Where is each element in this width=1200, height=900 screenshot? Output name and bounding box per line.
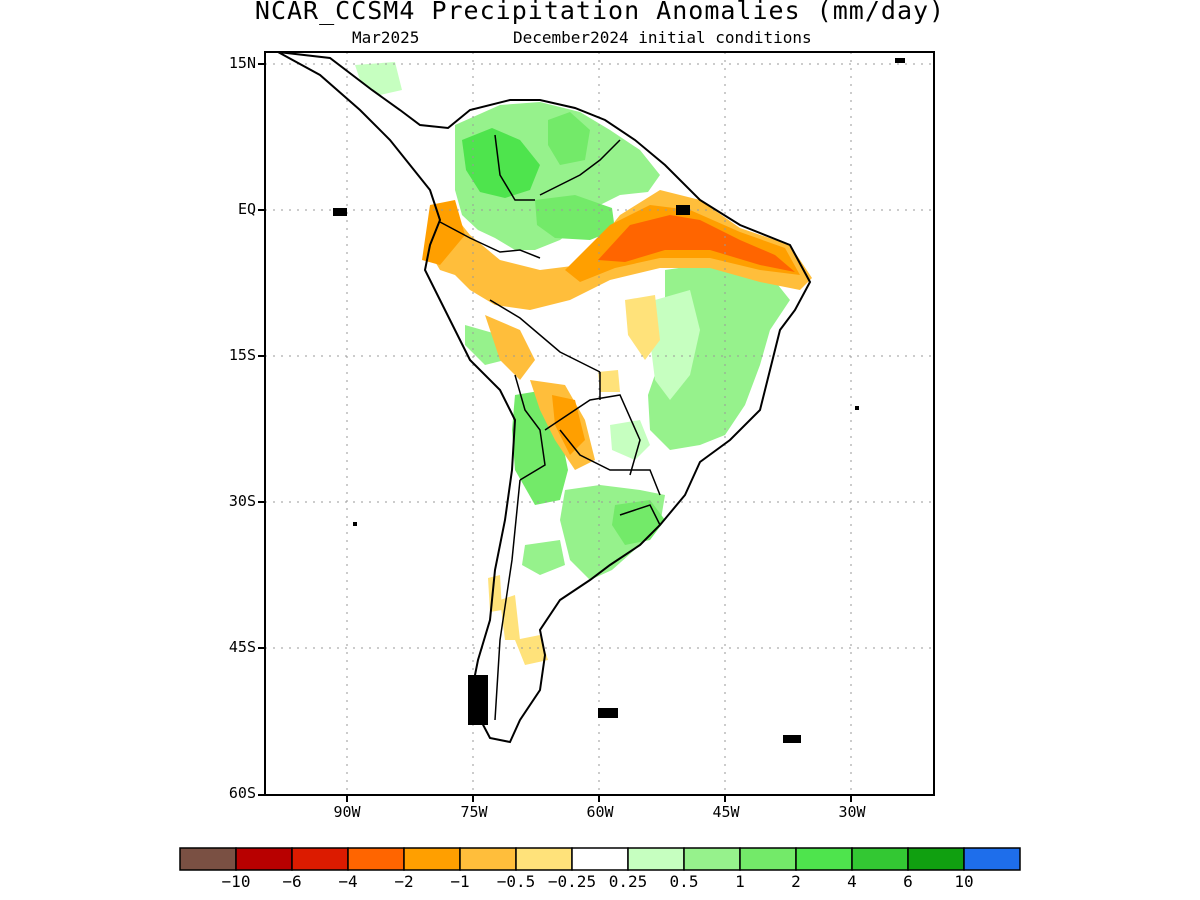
- colorbar-swatch: [851, 847, 909, 871]
- initial-conditions: December2024 initial conditions: [513, 28, 812, 47]
- green-paraguay: [610, 420, 650, 460]
- lon-label-60w: 60W: [586, 803, 614, 821]
- colorbar-swatch: [907, 847, 965, 871]
- dry-patagonia-b: [515, 635, 548, 665]
- lat-label-15n: 15N: [228, 54, 256, 72]
- dry-bolivia-a: [485, 315, 535, 380]
- colorbar-swatch: [459, 847, 517, 871]
- lon-label-90w: 90W: [333, 803, 361, 821]
- colorbar-swatch: [403, 847, 461, 871]
- dry-band-core: [598, 215, 795, 272]
- colorbar-label: 2: [791, 872, 801, 891]
- dry-mato-grosso: [598, 370, 620, 392]
- dry-chaco-core: [552, 395, 585, 455]
- colorbar-swatch: [515, 847, 573, 871]
- dry-ecuador: [422, 200, 465, 265]
- colorbar-swatch: [179, 847, 237, 871]
- colorbar-label: 4: [847, 872, 857, 891]
- lat-label-15s: 15S: [228, 346, 256, 364]
- colorbar-label: 0.5: [669, 872, 699, 891]
- colorbar-swatch: [347, 847, 405, 871]
- colorbar-label: 0.25: [608, 872, 648, 891]
- colorbar-swatch: [235, 847, 293, 871]
- colorbar-label: 10: [954, 872, 974, 891]
- colorbar: [179, 847, 1021, 871]
- colorbar-swatch: [291, 847, 349, 871]
- colorbar-swatch: [739, 847, 797, 871]
- colorbar-swatch: [571, 847, 629, 871]
- colorbar-label: −1: [450, 872, 470, 891]
- green-venezuela-small: [355, 62, 402, 95]
- green-colombia-core: [462, 128, 540, 198]
- axis-ticks: [258, 63, 852, 802]
- lon-label-75w: 75W: [460, 803, 488, 821]
- dry-brazil-interior: [625, 295, 660, 360]
- lat-label-60s: 60S: [228, 784, 256, 802]
- islands: [333, 58, 905, 743]
- colorbar-swatch: [795, 847, 853, 871]
- map-title: NCAR_CCSM4 Precipitation Anomalies (mm/d…: [254, 0, 946, 25]
- coastline: [277, 52, 812, 744]
- colorbar-label: −0.25: [547, 872, 597, 891]
- anomaly-field: [278, 52, 812, 742]
- colorbar-label: 6: [903, 872, 913, 891]
- lon-label-45w: 45W: [712, 803, 740, 821]
- colorbar-swatch: [627, 847, 685, 871]
- green-amazon-core: [535, 195, 615, 240]
- colorbar-swatch: [683, 847, 741, 871]
- colorbar-label: 1: [735, 872, 745, 891]
- valid-month: Mar2025: [352, 28, 420, 47]
- lat-label-45s: 45S: [228, 638, 256, 656]
- colorbar-label: −2: [394, 872, 414, 891]
- colorbar-label: −10: [221, 872, 251, 891]
- colorbar-swatch: [963, 847, 1021, 871]
- green-guyana: [548, 112, 590, 165]
- green-patagonia-patch: [522, 540, 565, 575]
- lon-label-30w: 30W: [838, 803, 866, 821]
- dry-chile-south: [488, 575, 502, 612]
- colorbar-label: −6: [282, 872, 302, 891]
- green-brazil-east-inner: [650, 290, 700, 400]
- lat-label-eq: EQ: [237, 200, 256, 218]
- colorbar-label: −0.5: [496, 872, 536, 891]
- colorbar-label: −4: [338, 872, 358, 891]
- lat-label-30s: 30S: [228, 492, 256, 510]
